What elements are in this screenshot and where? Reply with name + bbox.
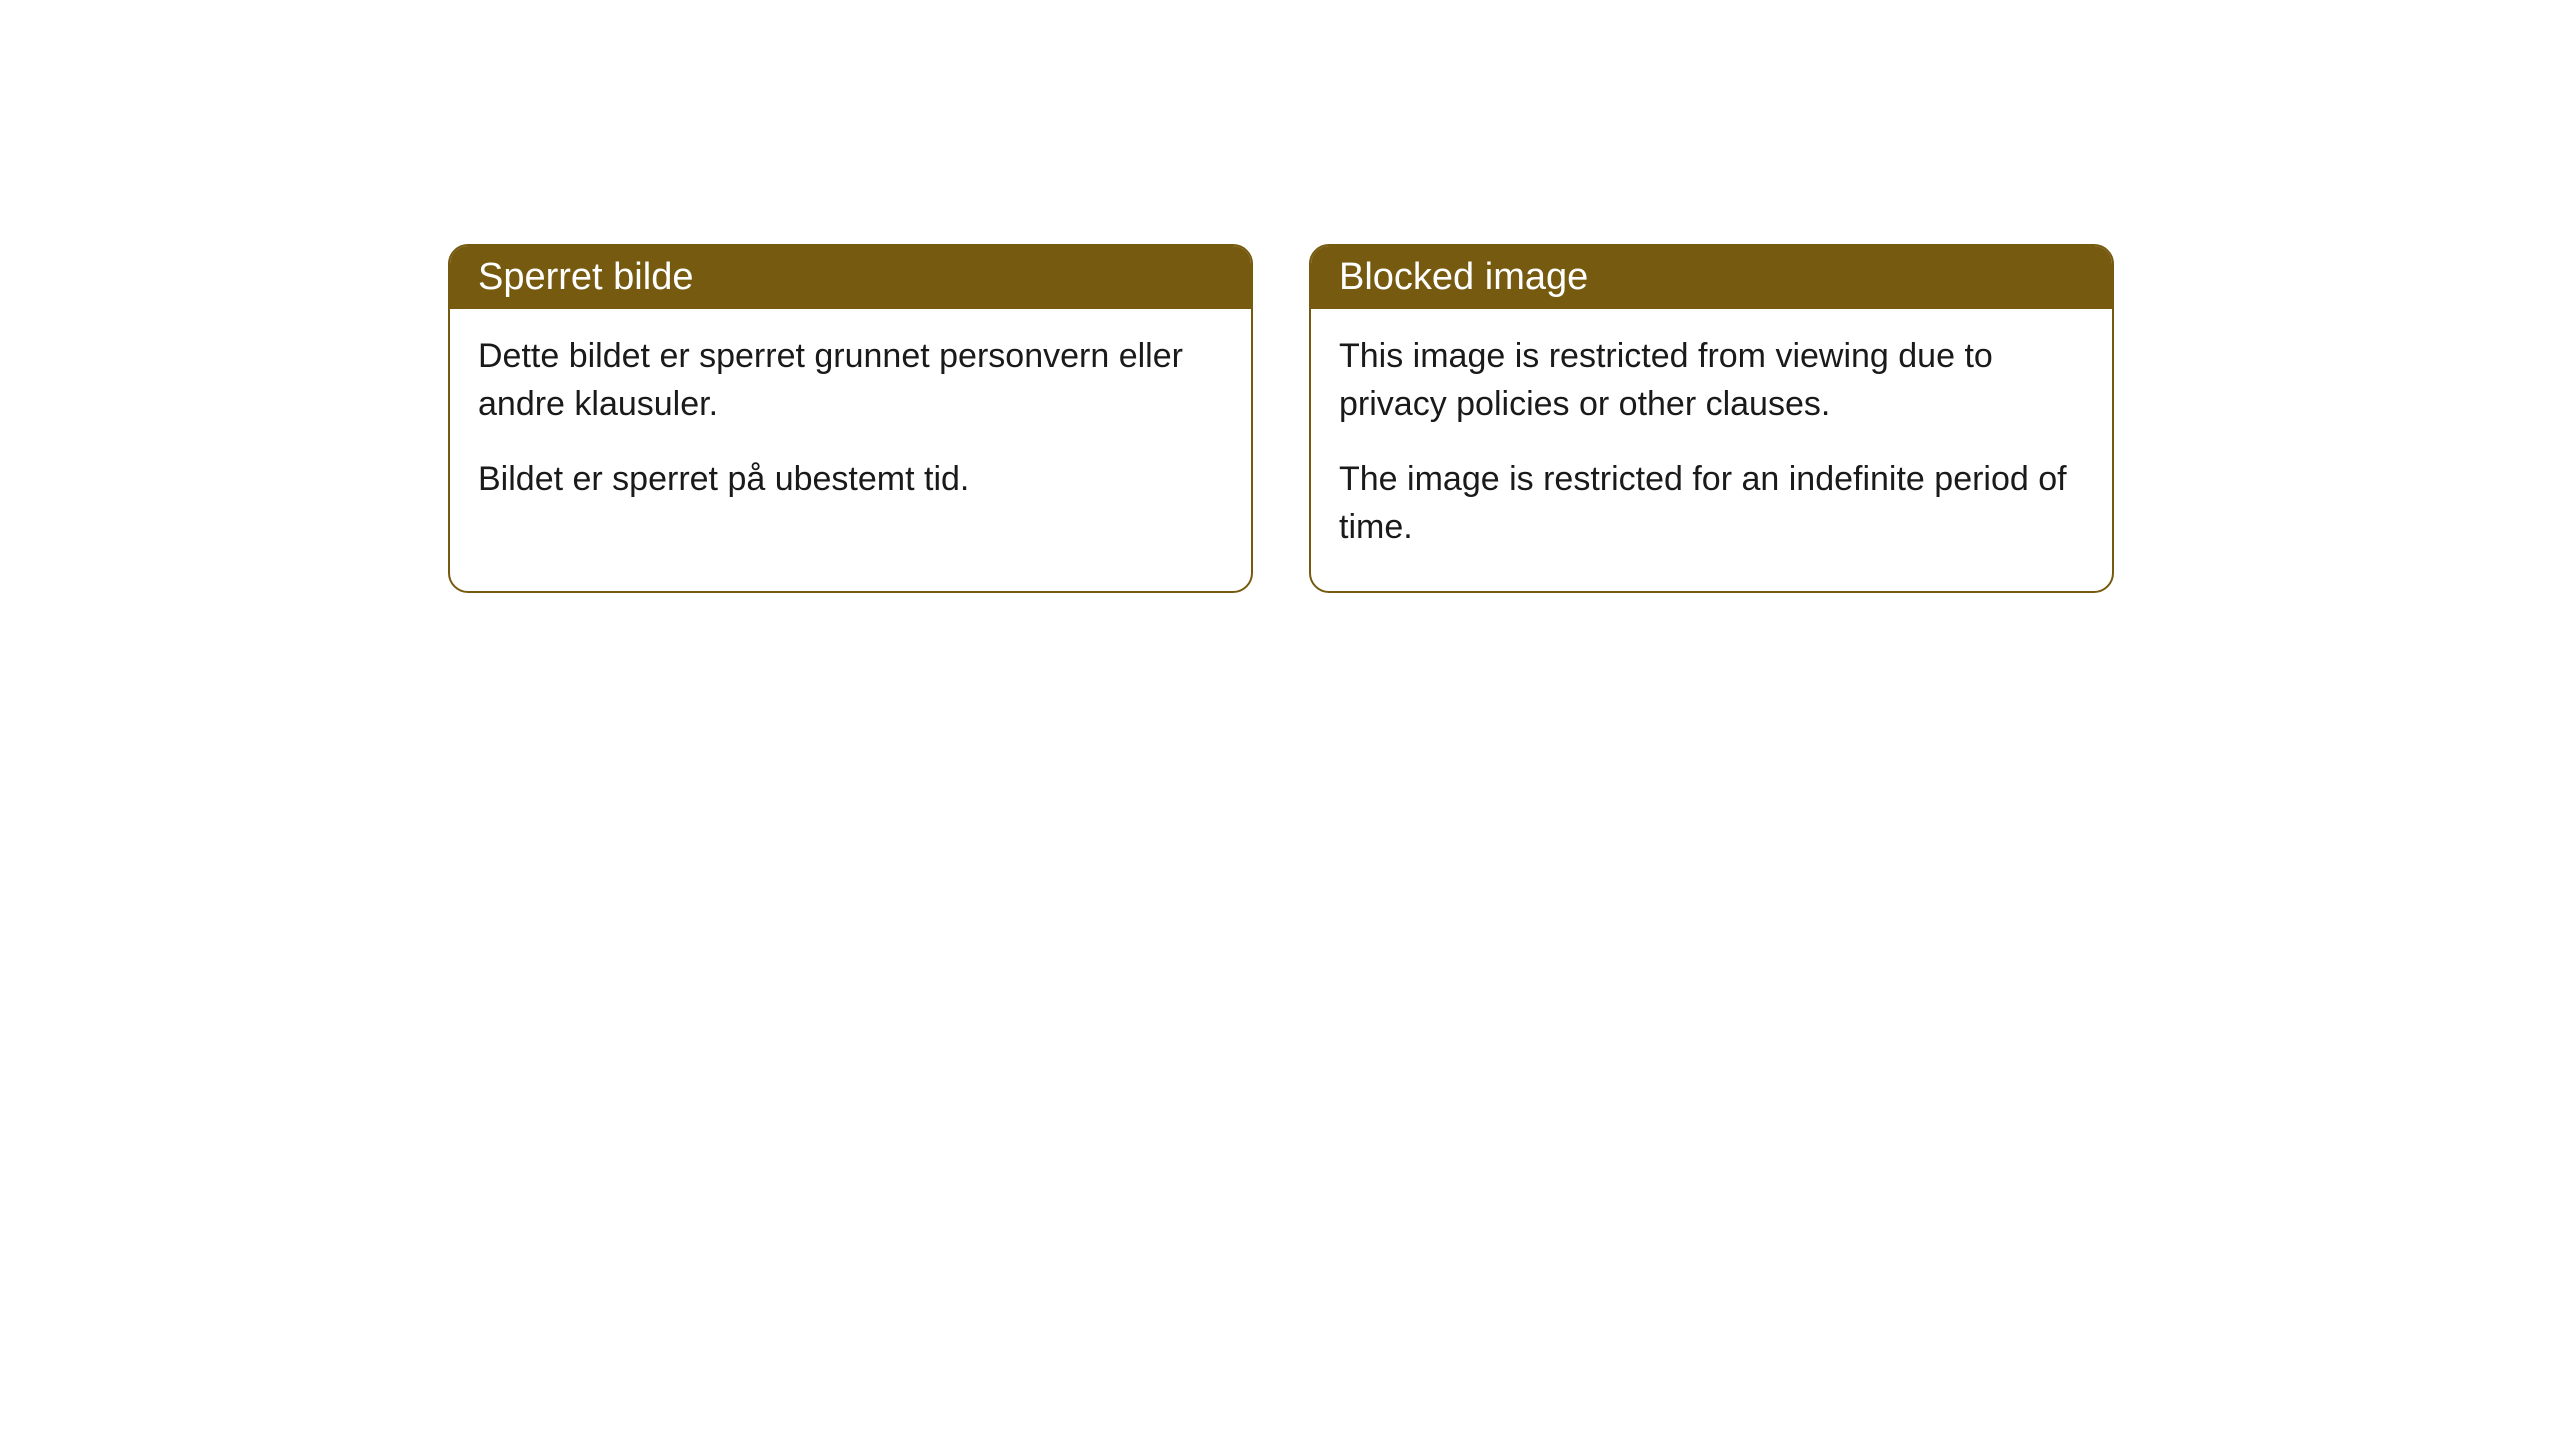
card-title: Blocked image	[1339, 256, 1588, 298]
card-header: Sperret bilde	[450, 246, 1251, 309]
card-paragraph-1: This image is restricted from viewing du…	[1339, 333, 2084, 428]
blocked-image-card-english: Blocked image This image is restricted f…	[1309, 244, 2114, 593]
card-paragraph-1: Dette bildet er sperret grunnet personve…	[478, 333, 1223, 428]
card-body: This image is restricted from viewing du…	[1311, 309, 2112, 591]
card-paragraph-2: The image is restricted for an indefinit…	[1339, 456, 2084, 551]
cards-container: Sperret bilde Dette bildet er sperret gr…	[0, 0, 2560, 593]
card-title: Sperret bilde	[478, 256, 693, 298]
blocked-image-card-norwegian: Sperret bilde Dette bildet er sperret gr…	[448, 244, 1253, 593]
card-paragraph-2: Bildet er sperret på ubestemt tid.	[478, 456, 1223, 504]
card-body: Dette bildet er sperret grunnet personve…	[450, 309, 1251, 544]
card-header: Blocked image	[1311, 246, 2112, 309]
